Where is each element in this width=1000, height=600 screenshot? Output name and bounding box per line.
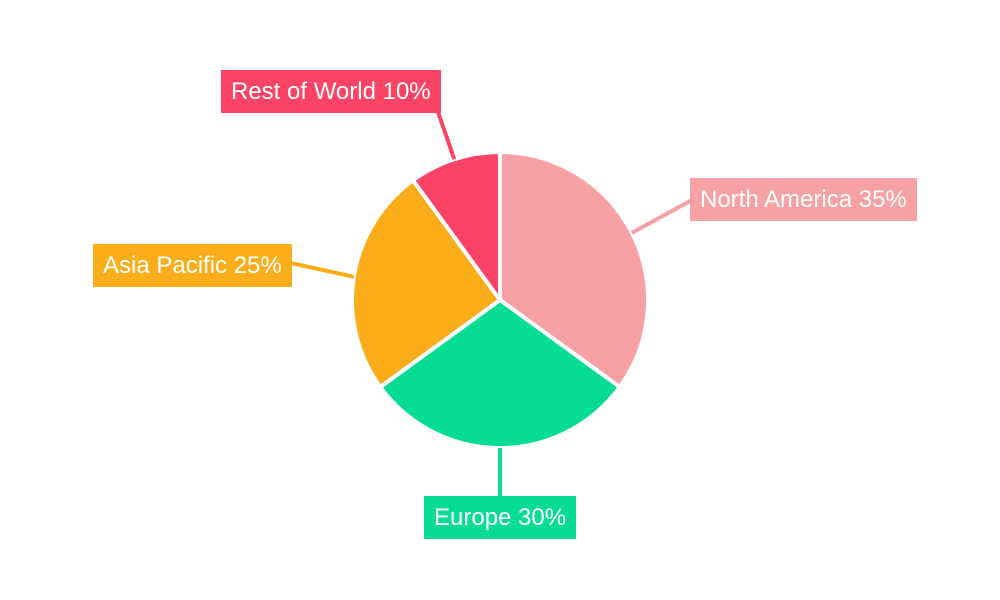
leader-line-asia-pacific xyxy=(290,261,355,279)
callout-europe: Europe 30% xyxy=(424,496,577,539)
callout-rest-of-world: Rest of World 10% xyxy=(221,70,441,113)
callout-north-america: North America 35% xyxy=(690,178,917,221)
pie-slice-asia-pacific[interactable] xyxy=(350,178,502,389)
leader-line-rest-of-world xyxy=(436,111,457,160)
pie-slice-europe[interactable] xyxy=(378,298,622,450)
pie-slice-north-america[interactable] xyxy=(498,150,650,389)
callout-asia-pacific: Asia Pacific 25% xyxy=(93,244,292,287)
leader-line-north-america xyxy=(630,198,693,235)
